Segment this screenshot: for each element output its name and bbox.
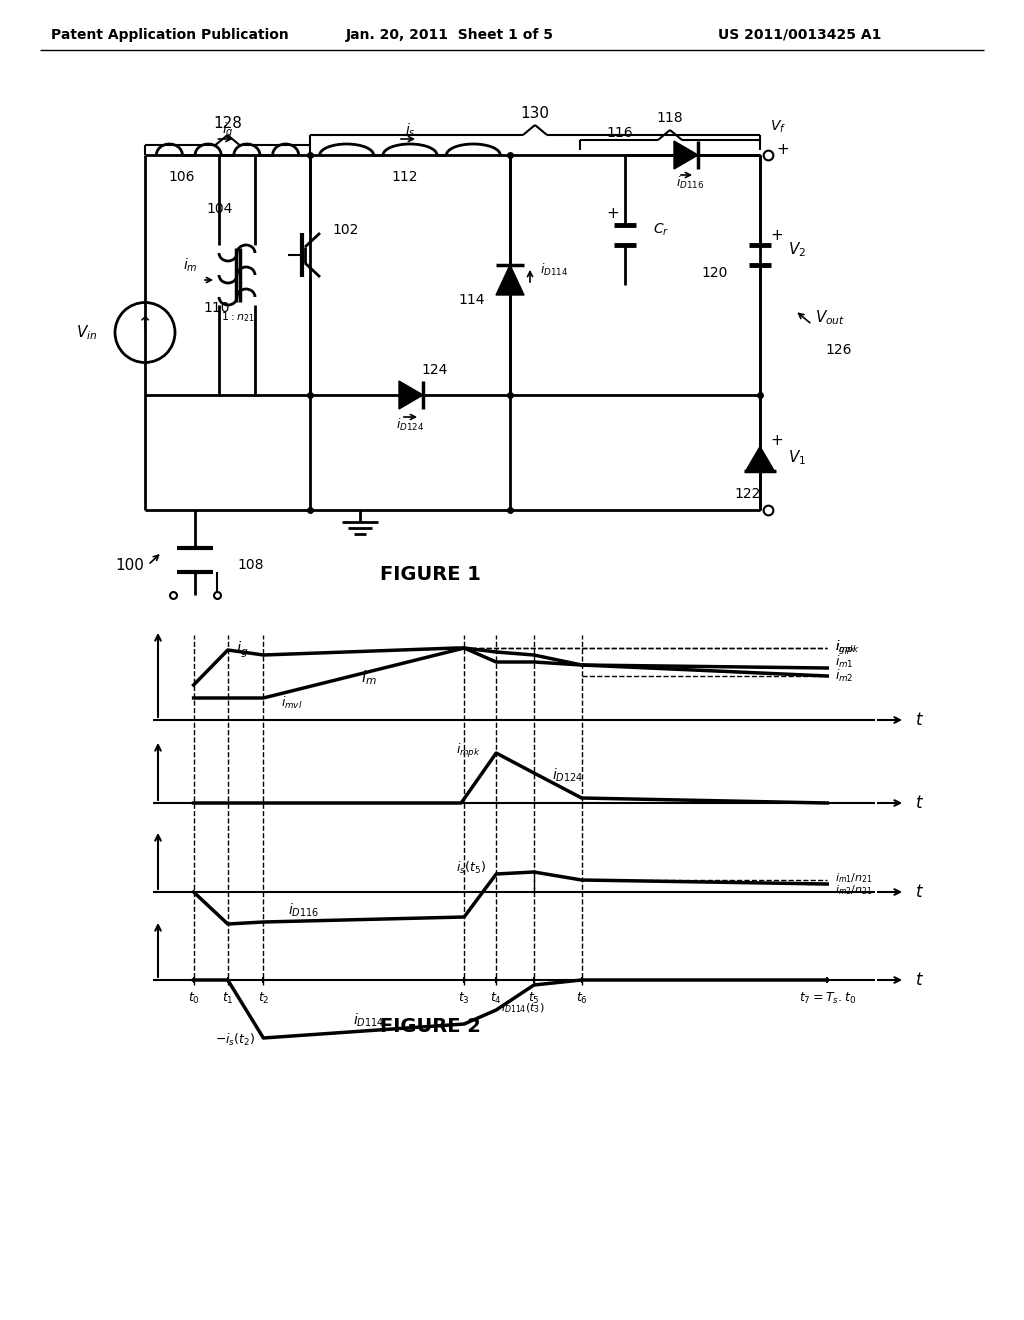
Text: $t_0$: $t_0$: [187, 990, 200, 1006]
Text: $t_3$: $t_3$: [459, 990, 470, 1006]
Text: $t_4$: $t_4$: [490, 990, 502, 1006]
Text: Patent Application Publication: Patent Application Publication: [51, 28, 289, 42]
Text: $i_{mpk}$: $i_{mpk}$: [457, 742, 481, 760]
Text: 124: 124: [422, 363, 449, 378]
Text: $i_{m1}/n_{21}$: $i_{m1}/n_{21}$: [836, 871, 873, 884]
Text: $i_{gpk}$: $i_{gpk}$: [836, 639, 857, 657]
Text: 130: 130: [520, 106, 550, 120]
Text: $i_m$: $i_m$: [360, 669, 377, 688]
Text: $i_{m2}$: $i_{m2}$: [836, 668, 854, 684]
Text: t: t: [915, 711, 923, 729]
Text: 114: 114: [459, 293, 485, 308]
Text: 118: 118: [656, 111, 683, 125]
Text: $t_2$: $t_2$: [258, 990, 269, 1006]
Text: $i_{mpk}$: $i_{mpk}$: [836, 639, 860, 657]
Text: 120: 120: [701, 267, 728, 280]
Text: $t_7=T_s.t_0$: $t_7=T_s.t_0$: [799, 990, 856, 1006]
Text: FIGURE 1: FIGURE 1: [380, 565, 480, 585]
Text: $V_f$: $V_f$: [770, 119, 786, 135]
Text: 104: 104: [207, 202, 233, 216]
Polygon shape: [496, 265, 524, 294]
Text: $i_s(t_5)$: $i_s(t_5)$: [457, 859, 486, 876]
Text: $i_{m1}$: $i_{m1}$: [836, 653, 854, 671]
Polygon shape: [746, 446, 774, 470]
Text: $i_{D124}$: $i_{D124}$: [396, 417, 424, 433]
Text: $i_g$: $i_g$: [236, 640, 249, 660]
Text: $i_{D114}$: $i_{D114}$: [353, 1011, 384, 1028]
Text: $V_2$: $V_2$: [788, 240, 806, 259]
Text: 100: 100: [116, 557, 144, 573]
Polygon shape: [674, 141, 698, 169]
Polygon shape: [399, 381, 423, 409]
Text: 122: 122: [735, 487, 761, 502]
Text: $i_{D116}$: $i_{D116}$: [289, 902, 319, 919]
Text: $V_{out}$: $V_{out}$: [815, 308, 845, 327]
Text: 126: 126: [825, 343, 852, 358]
Text: $V_1$: $V_1$: [788, 449, 806, 467]
Text: $i_m$: $i_m$: [183, 256, 198, 273]
Text: $-i_s(t_2)$: $-i_s(t_2)$: [215, 1032, 255, 1048]
Text: $i_g$: $i_g$: [221, 120, 233, 140]
Text: $t_6$: $t_6$: [575, 990, 588, 1006]
Text: FIGURE 2: FIGURE 2: [380, 1016, 480, 1035]
Text: t: t: [915, 883, 923, 902]
Text: +: +: [776, 143, 788, 157]
Text: $i_{D114}$: $i_{D114}$: [540, 261, 568, 279]
Text: +: +: [606, 206, 620, 220]
Text: Jan. 20, 2011  Sheet 1 of 5: Jan. 20, 2011 Sheet 1 of 5: [346, 28, 554, 42]
Text: $V_{in}$: $V_{in}$: [76, 323, 97, 342]
Text: ↑: ↑: [137, 315, 154, 334]
Text: 110: 110: [203, 301, 229, 314]
Text: +: +: [770, 433, 782, 447]
Text: 116: 116: [606, 125, 633, 140]
Text: 102: 102: [332, 223, 358, 238]
Text: +: +: [770, 227, 782, 243]
Text: t: t: [915, 795, 923, 812]
Text: US 2011/0013425 A1: US 2011/0013425 A1: [718, 28, 882, 42]
Text: 108: 108: [237, 558, 263, 572]
Text: $i_{D114}(t_3)$: $i_{D114}(t_3)$: [501, 1001, 545, 1015]
Text: 128: 128: [213, 116, 242, 131]
Text: $t_5$: $t_5$: [528, 990, 540, 1006]
Text: 106: 106: [168, 170, 195, 183]
Text: $C_r$: $C_r$: [653, 222, 670, 238]
Text: $1{:}n_{21}$: $1{:}n_{21}$: [221, 310, 255, 323]
Text: $i_{mvl}$: $i_{mvl}$: [282, 694, 303, 711]
Text: $i_s$: $i_s$: [404, 121, 416, 139]
Text: 112: 112: [392, 170, 418, 183]
Text: $i_{m2}/n_{21}$: $i_{m2}/n_{21}$: [836, 883, 873, 896]
Text: $i_{D116}$: $i_{D116}$: [676, 176, 705, 191]
Text: t: t: [915, 972, 923, 989]
Text: $i_{D124}$: $i_{D124}$: [552, 767, 584, 784]
Text: $t_1$: $t_1$: [222, 990, 233, 1006]
